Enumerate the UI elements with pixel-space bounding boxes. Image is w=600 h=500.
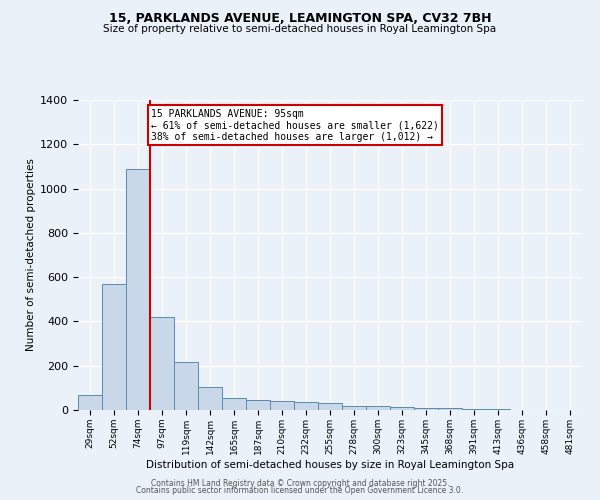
Bar — [150, 317, 174, 410]
Text: Contains HM Land Registry data © Crown copyright and database right 2025.: Contains HM Land Registry data © Crown c… — [151, 478, 449, 488]
Bar — [270, 401, 294, 410]
Bar — [294, 402, 318, 410]
Bar — [78, 394, 102, 410]
Text: 15, PARKLANDS AVENUE, LEAMINGTON SPA, CV32 7BH: 15, PARKLANDS AVENUE, LEAMINGTON SPA, CV… — [109, 12, 491, 26]
Bar — [414, 408, 438, 410]
Bar — [366, 406, 390, 410]
Bar — [222, 398, 246, 410]
Text: Size of property relative to semi-detached houses in Royal Leamington Spa: Size of property relative to semi-detach… — [103, 24, 497, 34]
Y-axis label: Number of semi-detached properties: Number of semi-detached properties — [26, 158, 36, 352]
Bar — [174, 362, 198, 410]
Bar — [126, 168, 150, 410]
Bar — [102, 284, 126, 410]
Bar — [438, 408, 462, 410]
Text: 15 PARKLANDS AVENUE: 95sqm
← 61% of semi-detached houses are smaller (1,622)
38%: 15 PARKLANDS AVENUE: 95sqm ← 61% of semi… — [151, 109, 439, 142]
Bar — [390, 406, 414, 410]
X-axis label: Distribution of semi-detached houses by size in Royal Leamington Spa: Distribution of semi-detached houses by … — [146, 460, 514, 469]
Bar — [246, 400, 270, 410]
Bar — [462, 409, 486, 410]
Bar — [342, 406, 366, 410]
Bar — [198, 387, 222, 410]
Text: Contains public sector information licensed under the Open Government Licence 3.: Contains public sector information licen… — [136, 486, 464, 495]
Bar — [318, 404, 342, 410]
